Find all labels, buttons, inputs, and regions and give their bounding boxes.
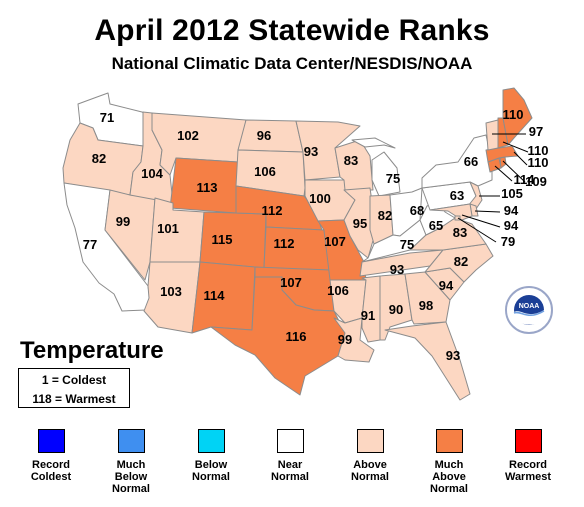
- legend-title: Temperature: [20, 337, 164, 364]
- rank-label-ok: 107: [280, 275, 302, 290]
- legend-label: Near Normal: [271, 459, 309, 483]
- rank-label-pa: 63: [450, 188, 464, 203]
- legend-swatch: [277, 429, 304, 453]
- legend-swatch: [357, 429, 384, 453]
- legend-label: Above Normal: [351, 459, 389, 483]
- rank-label-nc: 82: [454, 254, 468, 269]
- legend-swatch: [118, 429, 145, 453]
- rank-label-tx: 116: [286, 329, 307, 344]
- state-ny: [421, 134, 493, 189]
- rank-label-md: 94: [504, 218, 519, 233]
- legend-swatch: [38, 429, 65, 453]
- rank-label-in: 82: [378, 208, 392, 223]
- state-mi: [351, 137, 401, 197]
- rank-key-coldest: 1 = Coldest: [41, 373, 107, 387]
- rank-label-dc: 79: [501, 234, 515, 249]
- leader-line-ct: [494, 165, 513, 182]
- rank-label-ma: 110: [528, 155, 549, 170]
- leader-line-de: [474, 210, 501, 213]
- rank-label-ar: 106: [327, 283, 349, 298]
- rank-label-sc: 94: [439, 278, 454, 293]
- svg-text:NOAA: NOAA: [519, 303, 540, 310]
- rank-label-oh: 68: [410, 203, 424, 218]
- legend-swatch: [515, 429, 542, 453]
- leader-line-dc: [457, 217, 497, 243]
- legend-label: Below Normal: [192, 459, 230, 483]
- legend-label: Record Coldest: [30, 459, 72, 483]
- legend-label: Much Above Normal: [430, 459, 468, 495]
- state-la: [333, 317, 375, 363]
- map-title: April 2012 Statewide Ranks: [94, 14, 490, 47]
- rank-label-nh: 110: [528, 143, 549, 158]
- rank-label-al: 90: [389, 302, 403, 317]
- rank-label-ks: 112: [274, 236, 295, 251]
- rank-label-ny: 66: [464, 154, 478, 169]
- legend-swatch: [436, 429, 463, 453]
- rank-label-nd: 96: [257, 128, 271, 143]
- leader-line-nh: [502, 141, 529, 153]
- rank-label-ct: 114: [514, 172, 536, 187]
- rank-label-wv: 65: [429, 218, 443, 233]
- state-co: [199, 211, 267, 269]
- leader-line-ma: [513, 151, 528, 166]
- rank-label-il: 95: [353, 216, 367, 231]
- noaa-logo: NOAA: [505, 286, 553, 334]
- rank-label-de: 94: [504, 203, 519, 218]
- leader-line-md: [461, 214, 501, 228]
- rank-label-mn: 93: [304, 144, 318, 159]
- rank-label-ca: 77: [83, 237, 97, 252]
- rank-label-ky: 75: [400, 237, 414, 252]
- state-tx: [210, 276, 346, 396]
- rank-key-box: 1 = Coldest 118 = Warmest: [18, 368, 130, 408]
- rank-label-nj: 105: [501, 186, 523, 201]
- rank-label-vt: 97: [529, 124, 543, 139]
- rank-label-id: 104: [141, 166, 163, 181]
- rank-label-az: 103: [160, 284, 182, 299]
- rank-label-ri: 109: [525, 174, 547, 189]
- rank-label-wa: 71: [100, 110, 114, 125]
- rank-label-va: 83: [453, 225, 467, 240]
- rank-label-ut: 101: [157, 221, 179, 236]
- state-vt: [485, 119, 499, 151]
- rank-label-ms: 91: [361, 308, 375, 323]
- rank-label-or: 82: [92, 151, 106, 166]
- rank-label-nv: 99: [116, 214, 130, 229]
- rank-label-wy: 113: [197, 180, 218, 195]
- rank-label-ne: 112: [262, 203, 283, 218]
- rank-label-fl: 93: [446, 348, 460, 363]
- rank-label-ga: 98: [419, 298, 433, 313]
- legend-swatch: [198, 429, 225, 453]
- leader-line-ri: [502, 160, 526, 183]
- state-me: [502, 87, 533, 146]
- rank-label-wi: 83: [344, 153, 358, 168]
- rank-label-ia: 100: [309, 191, 331, 206]
- state-md: [429, 203, 473, 221]
- rank-label-nm: 114: [204, 288, 226, 303]
- state-dc: [454, 215, 461, 221]
- rank-label-co: 115: [212, 232, 233, 247]
- legend-label: Much Below Normal: [112, 459, 150, 495]
- rank-label-la: 99: [338, 332, 352, 347]
- map-subtitle: National Climatic Data Center/NESDIS/NOA…: [111, 54, 473, 73]
- rank-label-me: 110: [503, 107, 524, 122]
- rank-key-warmest: 118 = Warmest: [32, 392, 116, 406]
- rank-label-sd: 106: [254, 164, 276, 179]
- state-fl: [384, 321, 471, 401]
- rank-label-mo: 107: [324, 234, 346, 249]
- rank-label-mt: 102: [177, 128, 199, 143]
- rank-label-tn: 93: [390, 262, 404, 277]
- legend-label: Record Warmest: [504, 459, 552, 483]
- rank-label-mi: 75: [386, 171, 400, 186]
